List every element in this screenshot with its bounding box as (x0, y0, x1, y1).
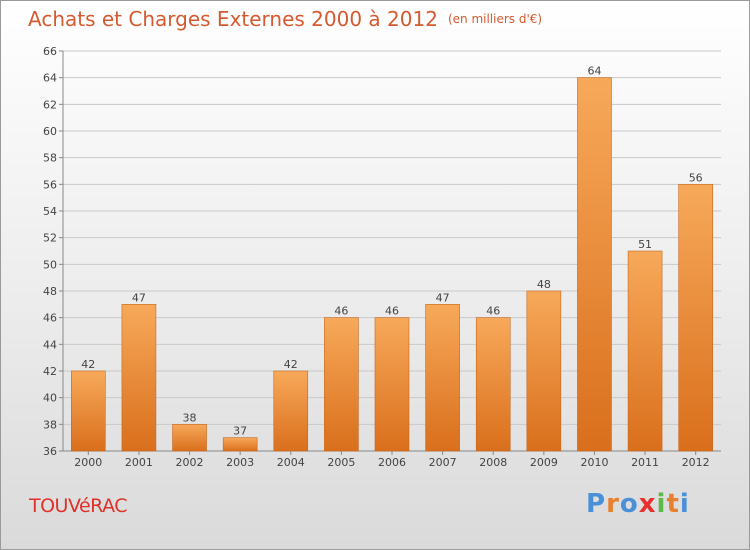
y-tick-label: 38 (43, 418, 57, 431)
y-tick-label: 44 (43, 338, 57, 351)
logo-letter: i (679, 489, 690, 519)
logo-letter: x (638, 489, 657, 519)
bar-2003 (222, 437, 258, 452)
title-row: Achats et Charges Externes 2000 à 2012 (e… (28, 7, 542, 31)
y-tick-label: 52 (43, 232, 57, 245)
data-label-2004: 42 (284, 358, 298, 371)
y-tick-label: 42 (43, 365, 57, 378)
y-tick-label: 64 (43, 72, 57, 85)
data-label-2007: 47 (436, 291, 450, 304)
x-tick-label-2006: 2006 (378, 456, 406, 469)
bar-2007 (425, 304, 460, 452)
bars (71, 77, 713, 452)
bar-2012 (678, 184, 713, 452)
y-tick-label: 48 (43, 285, 57, 298)
bar-2010 (577, 77, 612, 452)
y-tick-label: 66 (43, 45, 57, 58)
data-label-2010: 64 (587, 65, 601, 78)
y-tick-label: 62 (43, 98, 57, 111)
proxiti-logo[interactable]: Proxiti (586, 489, 690, 519)
x-tick-label-2009: 2009 (530, 456, 558, 469)
data-label-2000: 42 (81, 358, 95, 371)
bar-2000 (71, 370, 106, 452)
data-label-2008: 46 (486, 305, 500, 318)
data-label-2003: 37 (233, 425, 247, 438)
logo-letter: r (606, 489, 620, 519)
bar-2006 (374, 317, 410, 452)
chart-title: Achats et Charges Externes 2000 à 2012 (28, 7, 438, 31)
x-tick-label-2001: 2001 (125, 456, 153, 469)
y-tick-label: 60 (43, 125, 57, 138)
y-tick-label: 58 (43, 152, 57, 165)
logo-letter: i (656, 489, 667, 519)
data-label-2001: 47 (132, 291, 146, 304)
y-tick-label: 36 (43, 445, 57, 458)
town-name: TOUVéRAC (29, 495, 128, 517)
x-tick-label-2012: 2012 (682, 456, 710, 469)
y-tick-label: 56 (43, 178, 57, 191)
data-label-2012: 56 (689, 171, 703, 184)
logo-letter: P (586, 489, 607, 519)
y-tick-label: 46 (43, 312, 57, 325)
bar-2009 (526, 290, 562, 452)
x-tick-label-2005: 2005 (327, 456, 355, 469)
x-tick-label-2003: 2003 (226, 456, 254, 469)
bar-2008 (475, 317, 511, 452)
x-tick-labels: 2000 2001 2002 2003 2004 2005 2006 2007 2008 2009… (74, 451, 710, 469)
y-tick-labels: 36 38 40 42 44 46 48 50 52 54 56 58 60 62 64 66 (43, 45, 57, 458)
x-tick-label-2004: 2004 (277, 456, 305, 469)
data-label-2005: 46 (334, 305, 348, 318)
bar-2004 (273, 370, 309, 452)
bar-2005 (324, 317, 359, 452)
x-tick-label-2007: 2007 (429, 456, 457, 469)
logo-letter: t (666, 489, 680, 519)
bar-2002 (172, 424, 207, 452)
x-tick-label-2008: 2008 (479, 456, 507, 469)
chart-subtitle: (en milliers d'€) (447, 12, 543, 26)
data-label-2002: 38 (183, 411, 197, 424)
data-label-2009: 48 (537, 278, 551, 291)
x-tick-label-2010: 2010 (580, 456, 608, 469)
bar-2001 (121, 304, 157, 452)
data-label-2011: 51 (638, 238, 652, 251)
data-label-2006: 46 (385, 305, 399, 318)
y-tick-label: 50 (43, 258, 57, 271)
y-tick-label: 54 (43, 205, 57, 218)
y-tick-label: 40 (43, 392, 57, 405)
logo-letter: o (619, 489, 639, 519)
x-tick-label-2011: 2011 (631, 456, 659, 469)
x-tick-label-2002: 2002 (176, 456, 204, 469)
bar-2011 (627, 250, 663, 452)
x-tick-label-2000: 2000 (74, 456, 102, 469)
data-labels: 42 47 38 37 42 46 46 47 46 48 64 51 56 (81, 65, 702, 438)
